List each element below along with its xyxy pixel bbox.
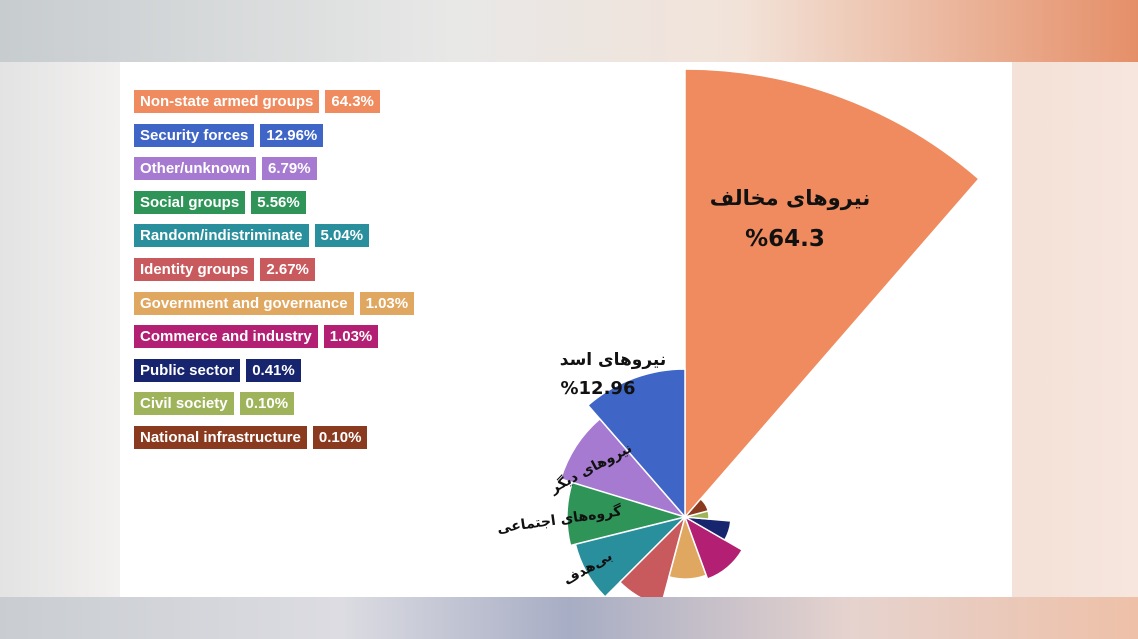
right-background-margin [1012, 62, 1138, 597]
pie-slice [566, 481, 688, 547]
legend-item: Random/indistriminate 5.04% [134, 222, 414, 249]
legend-item: Security forces 12.96% [134, 122, 414, 149]
legend-label: Public sector [134, 358, 241, 382]
pie-slice [574, 515, 688, 597]
top-background-band [0, 0, 1138, 62]
slice-annotation-value: %64.3 [745, 226, 825, 252]
legend-value: 0.41% [246, 358, 301, 382]
pie-slice [682, 497, 710, 519]
legend-item: Government and governance 1.03% [134, 290, 415, 317]
legend-value: 0.10% [239, 392, 295, 416]
legend-label: Identity groups [134, 257, 255, 281]
legend-value: 0.10% [312, 425, 368, 449]
slice-annotation: نیروهای مخالف [710, 186, 871, 210]
legend-item: Identity groups 2.67% [134, 256, 414, 283]
chart-legend: Non-state armed groups 64.3% Security forc… [134, 88, 415, 458]
legend-value: 1.03% [359, 291, 415, 315]
legend-label: Civil society [134, 392, 234, 416]
legend-label: Non-state armed groups [134, 90, 320, 113]
legend-label: National infrastructure [134, 425, 307, 449]
pie-slice [559, 417, 688, 519]
pie-slice [586, 368, 686, 520]
slice-annotation: نیروهای اسد [560, 350, 667, 370]
pie-slice [683, 515, 744, 580]
legend-label: Government and governance [134, 291, 354, 315]
left-background-margin [0, 62, 120, 597]
legend-label: Commerce and industry [134, 325, 318, 349]
legend-value: 64.3% [325, 90, 380, 113]
slice-annotation-value: %12.96 [561, 378, 636, 399]
legend-item: Civil society 0.10% [134, 390, 414, 417]
legend-value: 12.96% [260, 123, 324, 147]
pie-slice [684, 68, 980, 520]
legend-label: Social groups [134, 190, 246, 214]
legend-value: 6.79% [262, 157, 317, 181]
legend-item: Other/unknown 6.79% [134, 155, 414, 182]
bottom-background-band [0, 597, 1138, 639]
legend-item: Social groups 5.56% [134, 189, 414, 216]
legend-item: National infrastructure 0.10% [134, 424, 414, 451]
legend-label: Other/unknown [134, 157, 256, 181]
legend-label: Random/indistriminate [134, 224, 309, 248]
pie-slice [684, 516, 732, 542]
legend-value: 5.56% [251, 190, 306, 214]
legend-value: 1.03% [323, 325, 379, 349]
legend-item: Non-state armed groups 64.3% [134, 88, 414, 115]
legend-value: 2.67% [260, 257, 315, 281]
chart-panel: نیروهای مخالف %64.3 نیروهای اسد %12.96 نیروه… [120, 62, 1012, 597]
legend-item: Commerce and industry 1.03% [134, 323, 414, 350]
legend-value: 5.04% [314, 224, 370, 248]
legend-item: Public sector 0.41% [134, 357, 414, 384]
legend-label: Security forces [134, 123, 255, 147]
